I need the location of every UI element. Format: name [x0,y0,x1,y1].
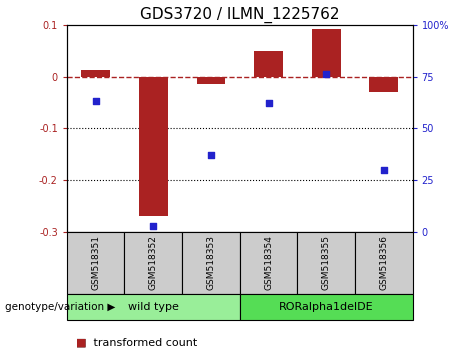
Bar [81,70,110,76]
Text: GSM518355: GSM518355 [322,235,331,290]
Text: RORalpha1delDE: RORalpha1delDE [279,302,373,312]
Point [92,98,99,104]
Text: GSM518353: GSM518353 [207,235,215,290]
Point [322,72,330,77]
Text: ■  transformed count: ■ transformed count [76,338,197,348]
Text: GSM518356: GSM518356 [379,235,388,290]
Bar [182,232,240,294]
Bar [124,232,182,294]
Text: genotype/variation ▶: genotype/variation ▶ [5,302,115,312]
Title: GDS3720 / ILMN_1225762: GDS3720 / ILMN_1225762 [140,7,339,23]
Bar [254,51,283,76]
Bar [139,76,168,216]
Bar [67,294,240,320]
Bar [67,232,124,294]
Point [265,101,272,106]
Bar [297,232,355,294]
Bar [240,294,413,320]
Bar [312,29,341,76]
Point [380,167,387,173]
Bar [369,76,398,92]
Bar [355,232,413,294]
Text: GSM518354: GSM518354 [264,235,273,290]
Bar [240,232,297,294]
Point [149,223,157,228]
Text: wild type: wild type [128,302,179,312]
Text: ■: ■ [76,338,87,348]
Text: GSM518352: GSM518352 [149,235,158,290]
Text: GSM518351: GSM518351 [91,235,100,290]
Point [207,153,214,158]
Bar [196,76,225,84]
